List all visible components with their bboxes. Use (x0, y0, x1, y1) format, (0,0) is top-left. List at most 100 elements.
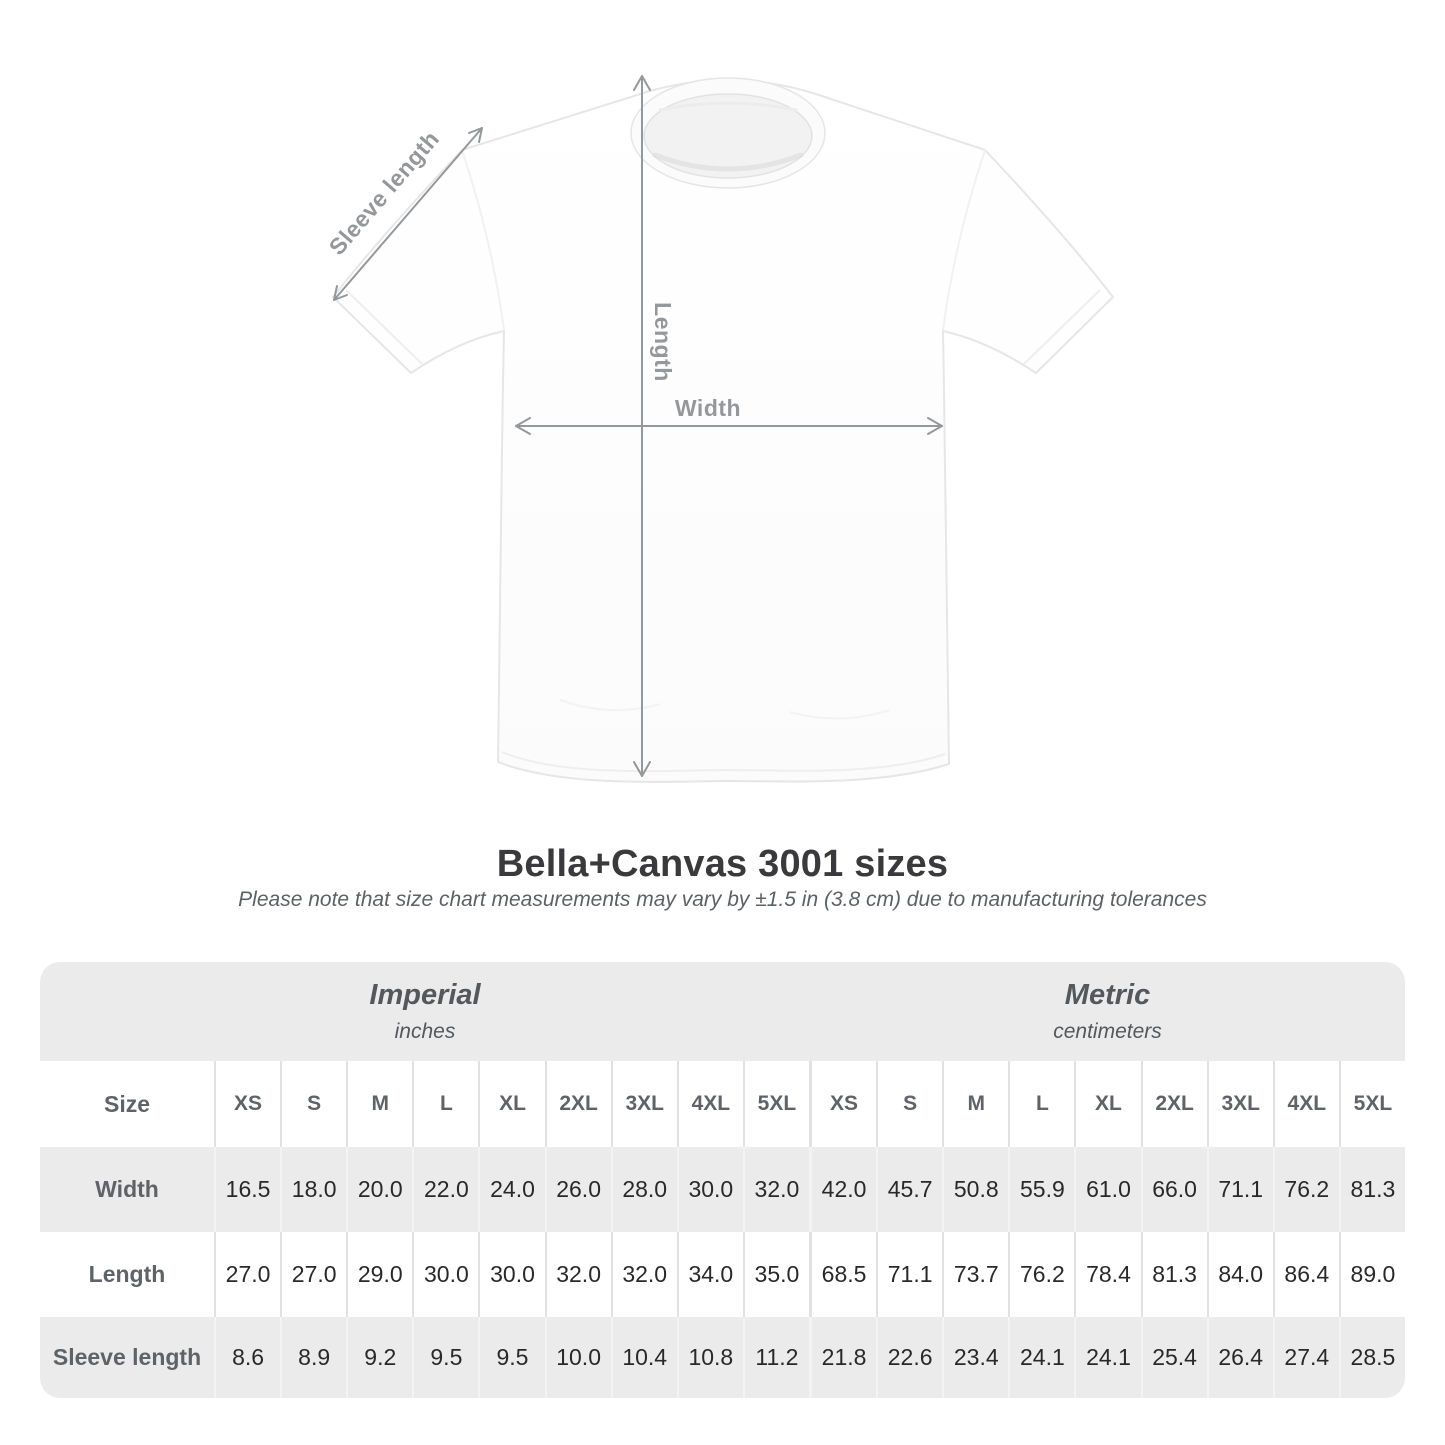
value-metric: 26.4 (1206, 1317, 1273, 1398)
row-label: Width (95, 1176, 159, 1202)
value-imperial: 9.5 (412, 1317, 478, 1398)
size-col-header-imperial-l: L (412, 1061, 478, 1147)
size-col-header-imperial-4xl: 4XL (676, 1061, 743, 1147)
value-metric: 21.8 (808, 1317, 876, 1398)
sleeve-length-arrow (333, 127, 483, 301)
value-imperial: 32.0 (742, 1147, 809, 1232)
size-col-header-metric-2xl: 2XL (1140, 1061, 1207, 1147)
value-imperial: 27.0 (280, 1232, 346, 1317)
left-cuff-seam (345, 289, 423, 365)
size-corner-label: Size (103, 1090, 151, 1117)
value-imperial: 27.0 (214, 1232, 280, 1317)
imperial-label: Imperial (369, 979, 481, 1011)
collar-back-hint (658, 101, 798, 112)
size-col-header-imperial-xs: XS (214, 1061, 280, 1147)
value-imperial: 8.6 (214, 1317, 280, 1398)
size-col-header-metric-l: L (1008, 1061, 1074, 1147)
right-cuff-seam (1023, 289, 1101, 365)
measurement-row-sleeve-length: Sleeve length 8.6 8.9 9.2 9.5 9.5 10.0 10.4 10.8… (40, 1317, 1405, 1398)
value-imperial: 30.0 (478, 1232, 544, 1317)
value-metric: 86.4 (1272, 1232, 1339, 1317)
size-table-rows: Size XS S M L XL 2XL 3XL 4XL 5XL XS S M L XL 2XL 3XL 4XL 5… (40, 1061, 1405, 1398)
value-imperial: 35.0 (742, 1232, 809, 1317)
size-col-header-metric-3xl: 3XL (1206, 1061, 1273, 1147)
size-col-header-imperial-s: S (280, 1061, 346, 1147)
row-label: Length (88, 1261, 166, 1287)
page-title: Bella+Canvas 3001 sizes (496, 843, 949, 885)
size-col-header-imperial-xl: XL (478, 1061, 544, 1147)
size-col-header-metric-s: S (876, 1061, 942, 1147)
size-col-header-imperial-3xl: 3XL (610, 1061, 677, 1147)
size-col-header-metric-xs: XS (808, 1061, 876, 1147)
value-imperial: 26.0 (544, 1147, 611, 1232)
value-metric: 55.9 (1008, 1147, 1074, 1232)
value-metric: 78.4 (1074, 1232, 1140, 1317)
value-imperial: 16.5 (214, 1147, 280, 1232)
value-metric: 76.2 (1008, 1232, 1074, 1317)
wrinkle-line (559, 699, 661, 712)
value-imperial: 20.0 (346, 1147, 412, 1232)
size-col-header-imperial-2xl: 2XL (544, 1061, 611, 1147)
value-metric: 24.1 (1008, 1317, 1074, 1398)
left-armhole-seam (461, 149, 505, 331)
size-col-header-metric-5xl: 5XL (1338, 1061, 1405, 1147)
collar-inner-shadow (652, 152, 804, 172)
value-metric: 45.7 (876, 1147, 942, 1232)
size-col-header-imperial-m: M (346, 1061, 412, 1147)
width-label: Width (675, 395, 741, 421)
metric-label: Metric (1064, 979, 1151, 1011)
value-imperial: 29.0 (346, 1232, 412, 1317)
size-col-header-metric-4xl: 4XL (1272, 1061, 1339, 1147)
value-metric: 66.0 (1140, 1147, 1207, 1232)
unit-group-header: Imperial inches Metric centimeters (40, 962, 1405, 1061)
row-label: Sleeve length (52, 1344, 202, 1370)
size-header-row: Size XS S M L XL 2XL 3XL 4XL 5XL XS S M L XL 2XL 3XL 4XL 5… (40, 1061, 1405, 1147)
value-metric: 28.5 (1338, 1317, 1405, 1398)
value-metric: 84.0 (1206, 1232, 1273, 1317)
value-metric: 81.3 (1140, 1232, 1207, 1317)
value-metric: 42.0 (808, 1147, 876, 1232)
imperial-unit: inches (394, 1020, 456, 1043)
metric-unit: centimeters (1053, 1020, 1162, 1043)
width-arrow (515, 417, 943, 435)
value-metric: 73.7 (942, 1232, 1008, 1317)
length-label: Length (650, 302, 676, 382)
value-imperial: 34.0 (676, 1232, 743, 1317)
value-imperial: 24.0 (478, 1147, 544, 1232)
value-metric: 27.4 (1272, 1317, 1339, 1398)
size-col-header-metric-xl: XL (1074, 1061, 1140, 1147)
value-imperial: 30.0 (676, 1147, 743, 1232)
value-metric: 76.2 (1272, 1147, 1339, 1232)
value-metric: 71.1 (1206, 1147, 1273, 1232)
size-table: Imperial inches Metric centimeters Size X… (40, 962, 1405, 1398)
value-metric: 71.1 (876, 1232, 942, 1317)
tshirt-diagram-svg: Sleeve length Length Width (324, 75, 1114, 783)
value-metric: 50.8 (942, 1147, 1008, 1232)
collar-opening (643, 93, 813, 179)
size-col-header-imperial-5xl: 5XL (742, 1061, 809, 1147)
value-metric: 23.4 (942, 1317, 1008, 1398)
tolerance-note: Please note that size chart measurements… (238, 888, 1207, 911)
hem-seam (501, 751, 946, 773)
tshirt-measurement-diagram: Sleeve length Length Width (324, 75, 1114, 783)
value-metric: 25.4 (1140, 1317, 1207, 1398)
value-imperial: 32.0 (544, 1232, 611, 1317)
value-metric: 61.0 (1074, 1147, 1140, 1232)
value-metric: 81.3 (1338, 1147, 1405, 1232)
value-metric: 68.5 (808, 1232, 876, 1317)
value-imperial: 22.0 (412, 1147, 478, 1232)
value-imperial: 32.0 (610, 1232, 677, 1317)
value-imperial: 11.2 (742, 1317, 809, 1398)
value-imperial: 10.4 (610, 1317, 677, 1398)
value-imperial: 18.0 (280, 1147, 346, 1232)
value-metric: 89.0 (1338, 1232, 1405, 1317)
value-imperial: 10.0 (544, 1317, 611, 1398)
size-col-header-metric-m: M (942, 1061, 1008, 1147)
value-imperial: 10.8 (676, 1317, 743, 1398)
metric-group-header: Metric centimeters (810, 962, 1405, 1061)
right-armhole-seam (942, 149, 986, 331)
value-imperial: 9.5 (478, 1317, 544, 1398)
value-metric: 24.1 (1074, 1317, 1140, 1398)
value-metric: 22.6 (876, 1317, 942, 1398)
